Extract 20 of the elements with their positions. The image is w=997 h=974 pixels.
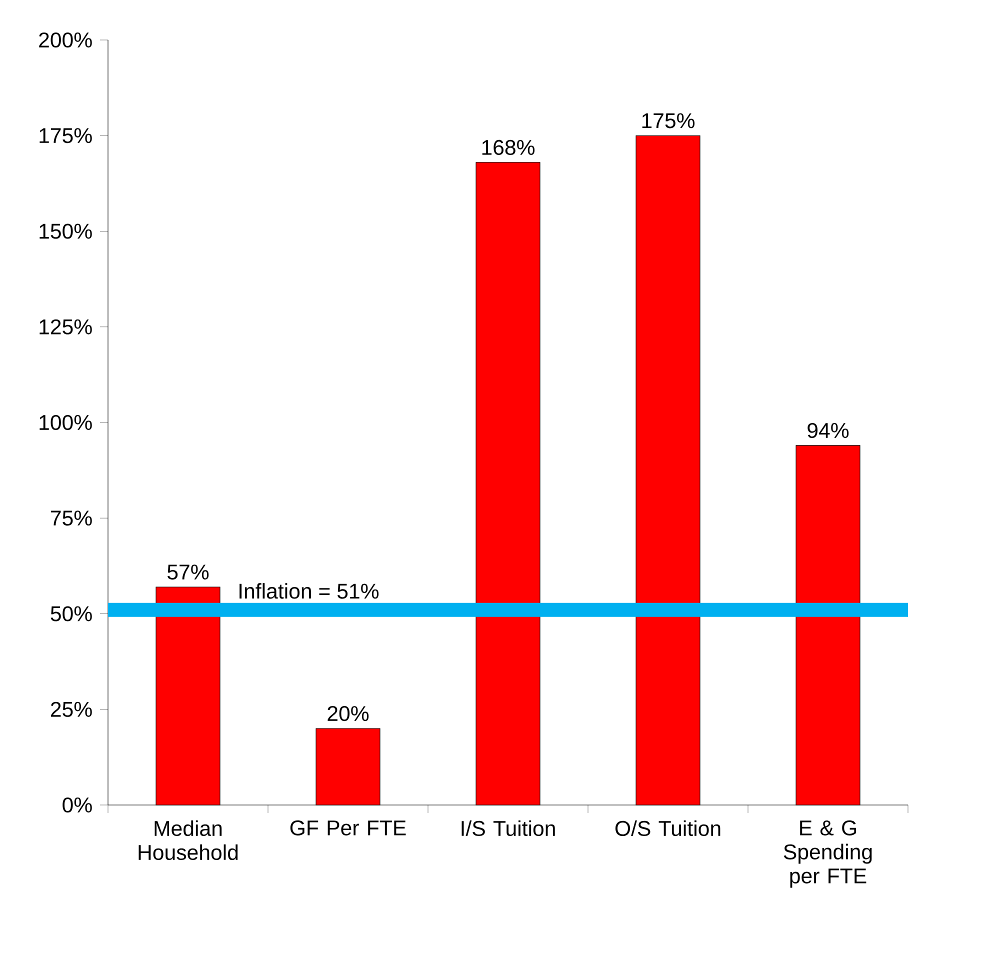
y-tick-label: 25% bbox=[50, 702, 92, 717]
y-tick-label: 50% bbox=[50, 606, 92, 622]
y-tick-label: 150% bbox=[40, 224, 92, 239]
data-label: 57% bbox=[168, 564, 209, 580]
x-tick-label: O/S Tuition bbox=[615, 820, 720, 836]
data-label: 175% bbox=[642, 113, 695, 128]
data-label: 168% bbox=[482, 140, 535, 156]
ref-line-label: Inflation = 51% bbox=[240, 583, 379, 599]
data-label: 20% bbox=[328, 706, 369, 722]
data-label: 94% bbox=[808, 422, 849, 438]
y-tick-label: 0% bbox=[62, 797, 92, 813]
y-tick-label: 75% bbox=[51, 510, 92, 526]
x-tick-label: E & G Spending per FTE bbox=[784, 820, 872, 888]
y-tick-label: 175% bbox=[40, 128, 92, 144]
x-tick-label: GF Per FTE bbox=[290, 820, 406, 836]
y-tick-label: 100% bbox=[40, 414, 92, 430]
y-tick-label: 125% bbox=[40, 319, 92, 334]
x-tick-label: I/S Tuition bbox=[462, 820, 555, 836]
y-tick-label: 200% bbox=[39, 32, 92, 48]
x-tick-label: Median Household bbox=[138, 820, 238, 860]
